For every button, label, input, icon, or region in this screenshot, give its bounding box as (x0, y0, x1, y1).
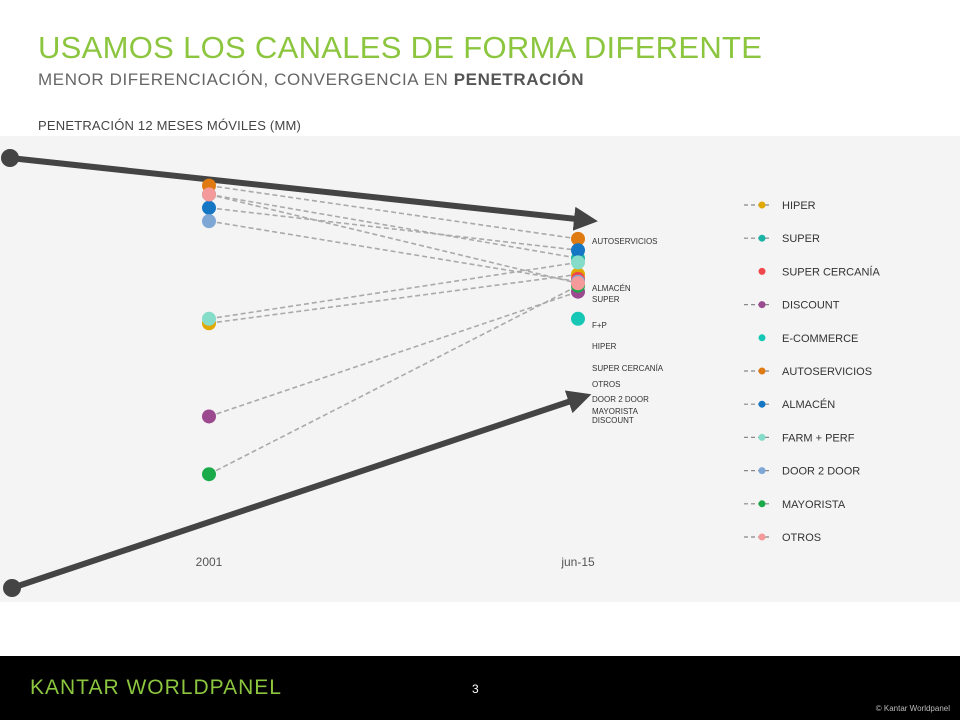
legend-label-otros: OTROS (782, 532, 821, 544)
legend-marker-mayorista (758, 500, 766, 508)
legend-marker-hiper (758, 201, 766, 209)
legend-item-discount: DISCOUNT (744, 300, 840, 312)
legend-marker-almacen (758, 400, 766, 408)
x-tick-jun-15: jun-15 (560, 555, 595, 569)
trend-arrow-up-start (3, 579, 21, 597)
legend-label-farm-perf: FARM + PERF (782, 432, 855, 444)
legend-item-super-cercania: SUPER CERCANÍA (758, 265, 880, 278)
trend-arrow-down (9, 155, 598, 231)
trend-arrow-down-start (1, 149, 19, 167)
legend-item-farm-perf: FARM + PERF (744, 432, 855, 444)
page-number: 3 (472, 682, 479, 696)
legend-marker-e-commerce (758, 334, 766, 342)
point-jun15-almacen (571, 243, 585, 258)
legend-label-autoservicios: AUTOSERVICIOS (782, 366, 872, 378)
legend-marker-discount (758, 301, 766, 309)
chart-area: HIPER SUPER SUPER CERCANÍA DISCOUNT AUTOSERV… (0, 136, 960, 602)
point-2001-mayorista (202, 467, 216, 482)
trend-arrow-up (11, 390, 592, 591)
point-2001-almacen (202, 200, 216, 215)
slope-line-mayorista (208, 285, 579, 475)
subtitle-prefix: MENOR DIFERENCIACIÓN, CONVERGENCIA EN (38, 70, 454, 89)
legend-item-e-commerce: E-COMMERCE (758, 333, 858, 345)
legend-marker-door-2-door (758, 467, 766, 475)
legend-item-autoservicios: AUTOSERVICIOS (744, 366, 872, 378)
legend-label-almacen: ALMACÉN (782, 398, 835, 411)
slope-chart: HIPER SUPER SUPER CERCANÍA DISCOUNT AUTOSERV… (1, 149, 880, 597)
legend-item-hiper: HIPER (744, 200, 816, 212)
end-label-mayorista: MAYORISTA (592, 407, 639, 416)
copyright: © Kantar Worldpanel (875, 704, 950, 713)
legend-marker-super (758, 234, 766, 242)
subtitle-bold: PENETRACIÓN (453, 70, 585, 89)
slope-line-autoservicios (208, 184, 579, 240)
legend-label-mayorista: MAYORISTA (782, 499, 846, 511)
end-label-hiper: HIPER (592, 342, 617, 351)
page-title: USAMOS LOS CANALES DE FORMA DIFERENTE (38, 30, 763, 65)
legend-item-mayorista: MAYORISTA (744, 499, 846, 511)
end-label-discount: DISCOUNT (592, 416, 634, 425)
point-jun15-e-commerce (571, 311, 585, 326)
point-2001-discount (202, 409, 216, 424)
end-label-almacen: ALMACÉN (592, 284, 631, 293)
slope-line-almacen (208, 207, 579, 251)
legend-label-e-commerce: E-COMMERCE (782, 333, 858, 345)
end-label-super-cercania: SUPER CERCANÍA (592, 364, 664, 373)
end-label-otros: OTROS (592, 380, 620, 389)
legend-label-discount: DISCOUNT (782, 300, 840, 312)
slope-line-otros (208, 193, 579, 285)
point-2001-door-2-door (202, 214, 216, 229)
slope-line-door-2-door (208, 220, 579, 283)
slope-line-discount (208, 290, 579, 418)
end-label-super: SUPER (592, 295, 620, 304)
x-tick-2001: 2001 (196, 555, 223, 569)
footer: KANTAR WORLDPANEL 3 © Kantar Worldpanel (0, 656, 960, 720)
point-jun15-autoservicios (571, 231, 585, 246)
end-label-door-2-door: DOOR 2 DOOR (592, 395, 649, 404)
legend-item-otros: OTROS (744, 532, 821, 544)
legend-item-almacen: ALMACÉN (744, 398, 835, 411)
chart-label: PENETRACIÓN 12 MESES MÓVILES (MM) (38, 118, 302, 133)
point-2001-otros (202, 187, 216, 202)
legend-item-door-2-door: DOOR 2 DOOR (744, 466, 860, 478)
legend-label-super-cercania: SUPER CERCANÍA (782, 265, 880, 278)
slope-line-super (208, 193, 579, 259)
end-label-autoservicios: AUTOSERVICIOS (592, 237, 658, 246)
point-jun15-otros (571, 276, 585, 291)
legend-marker-farm-perf (758, 433, 766, 441)
legend-label-super: SUPER (782, 233, 820, 245)
end-label-farm-perf: F+P (592, 321, 607, 330)
point-2001-farm-perf (202, 311, 216, 326)
legend-label-hiper: HIPER (782, 200, 816, 212)
legend-marker-super-cercania (758, 267, 766, 275)
legend-item-super: SUPER (744, 233, 820, 245)
legend-marker-otros (758, 533, 766, 541)
kantar-logo: KANTAR WORLDPANEL (30, 676, 282, 699)
legend-marker-autoservicios (758, 367, 766, 375)
legend-label-door-2-door: DOOR 2 DOOR (782, 466, 860, 478)
slope-line-farm-perf (208, 261, 579, 320)
slope-line-hiper (208, 273, 579, 325)
page-subtitle: MENOR DIFERENCIACIÓN, CONVERGENCIA EN PE… (38, 70, 584, 90)
point-jun15-farm-perf (571, 255, 585, 270)
